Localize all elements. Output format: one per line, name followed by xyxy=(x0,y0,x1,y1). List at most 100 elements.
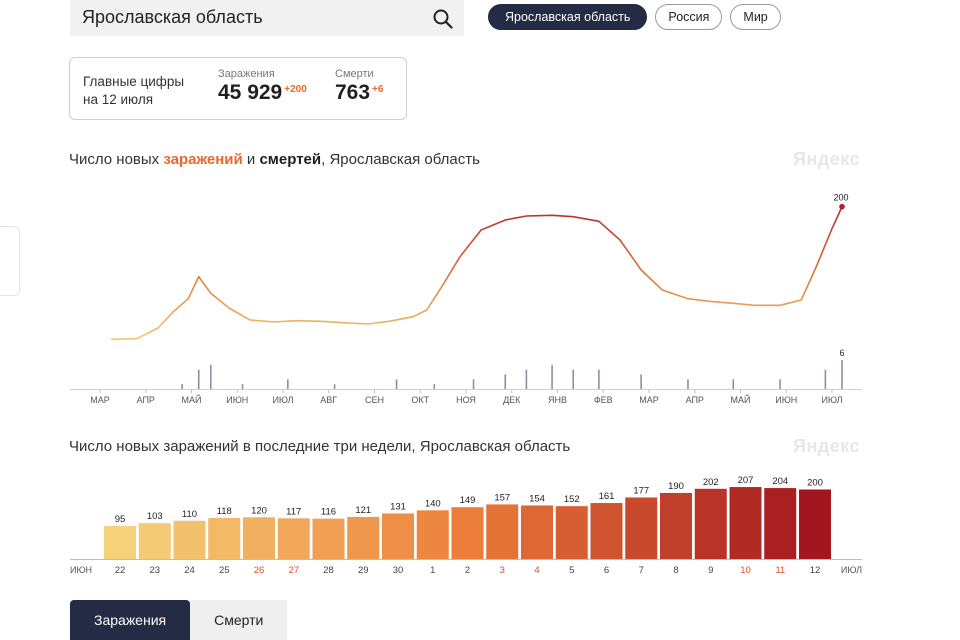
main-chart-tick-label: ОКТ xyxy=(411,395,429,405)
weeks-bar xyxy=(521,505,553,559)
weeks-chart-month-right: ИЮЛ xyxy=(841,565,862,575)
weeks-bar-value-label: 161 xyxy=(599,491,615,502)
weeks-bar-category-label: 7 xyxy=(639,565,644,576)
main-chart-tick-label: АВГ xyxy=(320,395,337,405)
main-chart-title-deaths: смертей xyxy=(259,151,322,168)
weeks-chart: ИЮН ИЮЛ9522103231102411825120261172711628… xyxy=(70,475,862,576)
weeks-bar-category-label: 23 xyxy=(149,565,160,576)
weeks-bar-category-label: 8 xyxy=(673,565,678,576)
main-chart-tick-label: ИЮЛ xyxy=(821,395,842,405)
main-chart-tick-label: ИЮЛ xyxy=(272,395,293,405)
infections-last-label: 200 xyxy=(833,193,848,203)
weeks-bar-value-label: 121 xyxy=(355,505,371,516)
tab-world[interactable]: Мир xyxy=(730,4,781,30)
weeks-bar-category-label: 30 xyxy=(393,565,404,576)
summary-card: Главные цифры на 12 июля Заражения 45 92… xyxy=(69,57,407,120)
weeks-bar xyxy=(312,518,345,559)
main-chart: 200 6 МАР АПР МАЙ ИЮН ИЮЛ АВГ СЕН ОКТ НОЯ ДЕК ЯНВ ФЕВ… xyxy=(70,193,862,405)
weeks-bar-value-label: 140 xyxy=(425,498,441,509)
main-chart-tick-label: АПР xyxy=(137,395,155,405)
infections-title: Заражения xyxy=(218,68,275,80)
weeks-bar-category-label: 25 xyxy=(219,565,230,576)
summary-label-line2: на 12 июля xyxy=(83,92,154,107)
tab-infections[interactable]: Заражения xyxy=(70,600,191,640)
side-handle[interactable] xyxy=(0,226,20,296)
weeks-bar-value-label: 131 xyxy=(390,501,406,512)
main-chart-tick-label: МАР xyxy=(90,395,110,405)
weeks-bar-category-label: 1 xyxy=(430,565,435,576)
weeks-chart-watermark: Яндекс xyxy=(792,436,860,456)
deaths-last-label: 6 xyxy=(839,348,844,358)
main-chart-tick-label: ФЕВ xyxy=(594,395,613,405)
weeks-bar xyxy=(416,510,449,559)
summary-label-line1: Главные цифры xyxy=(83,74,185,89)
tab-russia[interactable]: Россия xyxy=(655,4,723,30)
weeks-bar-value-label: 116 xyxy=(321,507,336,518)
weeks-chart-title: Число новых заражений в последние три не… xyxy=(69,438,571,455)
weeks-bar xyxy=(694,488,727,559)
infections-stat: Заражения 45 929 +200 xyxy=(218,68,307,105)
weeks-bar-category-label: 4 xyxy=(534,565,539,576)
weeks-bar-category-label: 22 xyxy=(115,565,126,576)
weeks-bar-category-label: 5 xyxy=(569,565,574,576)
main-chart-tick-label: НОЯ xyxy=(456,395,476,405)
weeks-bar xyxy=(277,518,310,559)
main-chart-tick-label: МАР xyxy=(639,395,659,405)
weeks-bar-category-label: 9 xyxy=(708,565,713,576)
infections-delta: +200 xyxy=(284,84,307,95)
weeks-bar-category-label: 26 xyxy=(254,565,265,576)
main-chart-tick-label: АПР xyxy=(686,395,704,405)
weeks-bar xyxy=(555,506,588,559)
deaths-delta: +6 xyxy=(372,84,384,95)
main-chart-tick-label: ИЮН xyxy=(775,395,797,405)
weeks-bar-category-label: 3 xyxy=(500,565,505,576)
weeks-bar-value-label: 207 xyxy=(738,475,754,486)
search-input[interactable]: Ярославская область xyxy=(70,0,464,36)
weeks-chart-month-left: ИЮН xyxy=(70,565,92,575)
weeks-bar-category-label: 6 xyxy=(604,565,609,576)
weeks-bar-category-label: 29 xyxy=(358,565,369,576)
weeks-bar xyxy=(173,520,206,559)
main-chart-tick-label: ЯНВ xyxy=(548,395,567,405)
weeks-bar xyxy=(625,497,658,559)
weeks-bar-value-label: 157 xyxy=(494,492,510,503)
weeks-bar-category-label: 10 xyxy=(740,565,751,576)
infections-last-point xyxy=(839,203,845,210)
bottom-tabs: Заражения Смерти xyxy=(70,600,288,640)
main-chart-tick-label: СЕН xyxy=(365,395,384,405)
search-icon[interactable] xyxy=(432,8,454,30)
summary-label: Главные цифры на 12 июля xyxy=(83,73,203,109)
weeks-bar-value-label: 95 xyxy=(115,514,126,525)
weeks-bar-value-label: 118 xyxy=(217,506,232,517)
weeks-bar xyxy=(799,489,831,559)
weeks-bar-value-label: 190 xyxy=(668,481,684,492)
weeks-bar-category-label: 28 xyxy=(323,565,334,576)
infections-value: 45 929 xyxy=(218,81,283,104)
weeks-bar-value-label: 177 xyxy=(633,485,649,496)
weeks-bar xyxy=(660,492,692,559)
main-chart-title: Число новых заражений и смертей, Ярослав… xyxy=(69,151,480,168)
deaths-value: 763 xyxy=(335,81,371,104)
weeks-bar-category-label: 11 xyxy=(775,565,785,576)
region-tabs: Ярославская область Россия Мир xyxy=(488,4,789,30)
weeks-bar-value-label: 204 xyxy=(772,476,788,487)
main-chart-title-infections: заражений xyxy=(163,151,243,168)
weeks-bar xyxy=(382,513,414,559)
tab-deaths[interactable]: Смерти xyxy=(190,600,288,640)
weeks-bar-value-label: 120 xyxy=(251,505,267,516)
weeks-bar xyxy=(764,488,797,559)
deaths-stat: Смерти 763 +6 xyxy=(335,68,383,105)
weeks-bar-category-label: 27 xyxy=(288,565,299,576)
tab-yaroslavl-region[interactable]: Ярославская область xyxy=(488,4,648,30)
weeks-bar xyxy=(729,487,762,559)
weeks-bar-value-label: 117 xyxy=(286,506,301,517)
weeks-bar-value-label: 152 xyxy=(564,494,580,505)
weeks-bar xyxy=(138,523,171,559)
weeks-bar xyxy=(486,504,519,559)
weeks-bar-value-label: 149 xyxy=(460,495,476,506)
search-value: Ярославская область xyxy=(82,7,263,27)
main-chart-tick-label: МАЙ xyxy=(182,394,202,405)
weeks-bar xyxy=(208,517,241,559)
deaths-title: Смерти xyxy=(335,68,374,80)
weeks-bar-value-label: 202 xyxy=(703,477,719,488)
